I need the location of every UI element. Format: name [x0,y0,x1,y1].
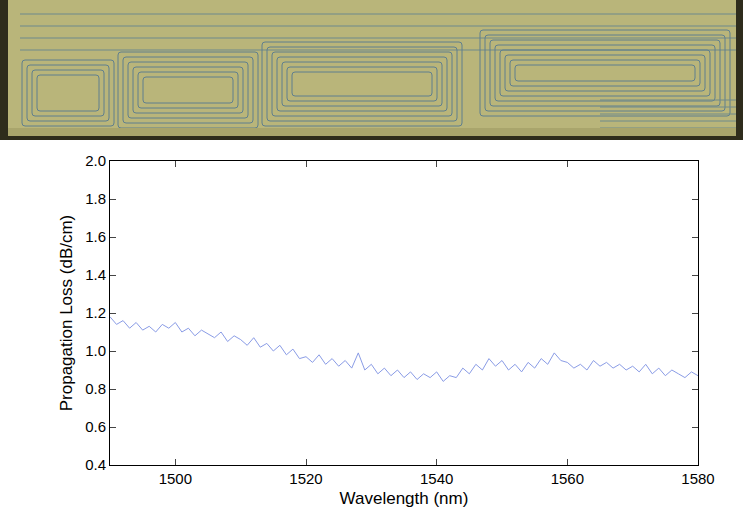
svg-text:0.8: 0.8 [85,380,106,397]
svg-text:1.6: 1.6 [85,228,106,245]
svg-text:1580: 1580 [681,470,714,487]
svg-text:1500: 1500 [159,470,192,487]
svg-text:0.4: 0.4 [85,456,106,473]
svg-text:1.4: 1.4 [85,266,106,283]
svg-text:1520: 1520 [289,470,322,487]
svg-text:1560: 1560 [551,470,584,487]
svg-text:1.0: 1.0 [85,342,106,359]
svg-text:1.8: 1.8 [85,190,106,207]
svg-text:2.0: 2.0 [85,152,106,169]
svg-text:1.2: 1.2 [85,304,106,321]
svg-text:Wavelength (nm): Wavelength (nm) [340,489,469,508]
svg-text:1540: 1540 [420,470,453,487]
svg-text:0.6: 0.6 [85,418,106,435]
svg-text:Propagation Loss (dB/cm): Propagation Loss (dB/cm) [57,215,76,412]
